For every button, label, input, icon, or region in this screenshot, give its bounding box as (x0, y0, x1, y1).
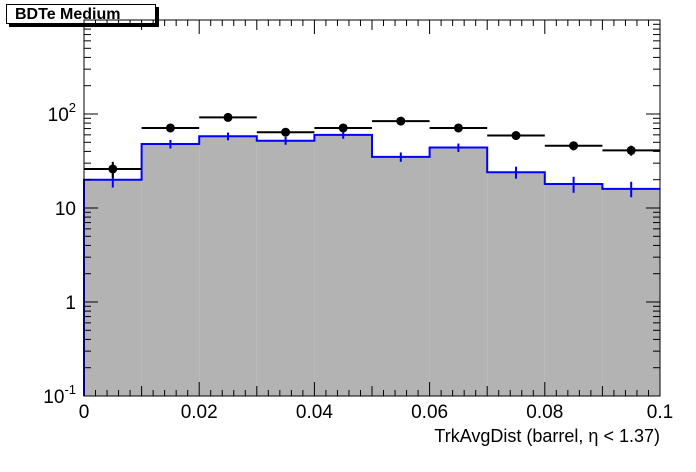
histogram-bar-9 (544, 184, 603, 396)
data-point-4 (281, 127, 291, 137)
ticks-layer (83, 20, 661, 397)
histogram-bar-8 (487, 172, 545, 396)
tick-labels-layer: 0 0.02 0.04 0.06 0.08 0.1 10-1 1 10 102 (43, 100, 673, 423)
chart-title-box: BDTe Medium (6, 4, 156, 24)
x-axis-title: TrkAvgDist (barrel, η < 1.37) (434, 426, 660, 446)
x-tick-label: 0.1 (647, 402, 673, 423)
histogram-bar-1 (84, 179, 142, 396)
data-points-layer (84, 112, 660, 178)
x-tick-label: 0.06 (411, 402, 448, 423)
histogram-bar-5 (314, 134, 372, 397)
data-point-6 (396, 116, 406, 126)
data-point-3 (223, 112, 233, 122)
data-point-2 (165, 123, 175, 133)
x-tick-label: 0.02 (181, 402, 218, 423)
data-point-7 (453, 123, 463, 133)
histogram-bar-2 (141, 143, 200, 396)
histogram-bar-7 (429, 147, 488, 396)
histogram-bar-6 (372, 156, 430, 396)
data-point-1 (108, 164, 118, 174)
y-tick-label: 10 (55, 199, 76, 220)
histogram-layer (83, 131, 660, 397)
y-tick-label: 1 (65, 293, 76, 314)
data-point-5 (338, 123, 348, 133)
histogram-bar-10 (602, 188, 660, 396)
y-tick-label: 102 (48, 100, 76, 126)
data-point-10 (626, 145, 636, 155)
y-tick-label: 10-1 (43, 382, 76, 408)
histogram-bar-4 (256, 140, 315, 396)
data-point-8 (511, 131, 521, 141)
histogram-outline (83, 133, 660, 396)
x-tick-label: 0.04 (296, 402, 333, 423)
histogram-bar-3 (199, 136, 257, 396)
x-tick-label: 0 (79, 402, 90, 423)
data-point-9 (569, 141, 579, 151)
x-tick-label: 0.08 (526, 402, 563, 423)
